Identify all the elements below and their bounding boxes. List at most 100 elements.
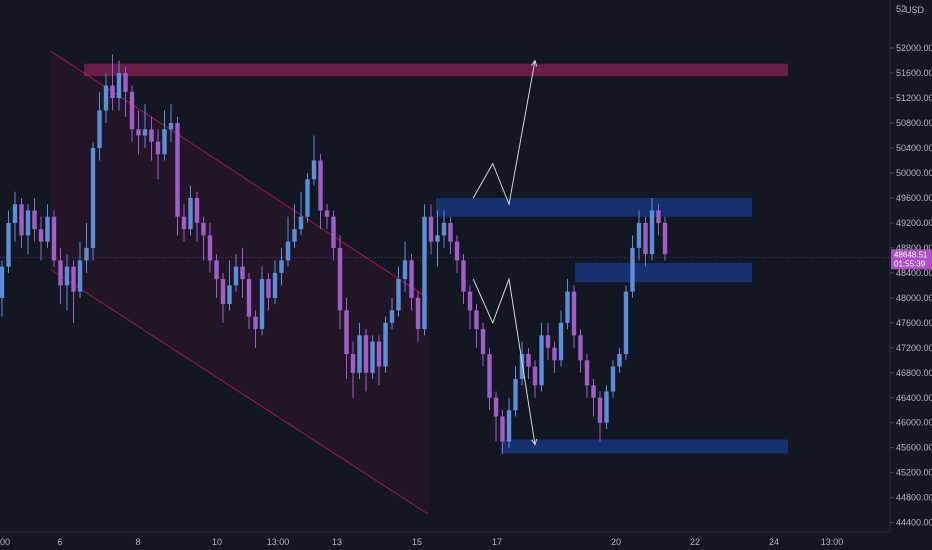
zone-supply[interactable] [436, 197, 752, 217]
zone-support[interactable] [575, 262, 752, 283]
candle-body [32, 210, 37, 230]
candle-body [285, 241, 291, 261]
candle [565, 279, 570, 330]
candle [571, 285, 577, 348]
candle-body [467, 291, 473, 311]
price-tick-label: 50000.00 [896, 168, 932, 178]
candle-body [344, 310, 349, 355]
candle [123, 66, 128, 117]
candle-body [97, 110, 102, 148]
candle [136, 110, 141, 155]
candle [64, 254, 70, 311]
price-tick-label: 47200.00 [896, 343, 932, 353]
candle-body [376, 341, 382, 367]
candle-body [402, 260, 408, 280]
candle [246, 272, 252, 330]
candle [370, 335, 375, 380]
candle-body [64, 266, 70, 286]
candle [350, 341, 356, 398]
candle [181, 204, 187, 242]
candle-body [435, 235, 440, 242]
time-tick-label: 24 [769, 537, 779, 547]
candle-body [220, 279, 226, 305]
candle-body [630, 247, 635, 292]
candle [51, 210, 57, 267]
candle [337, 235, 343, 330]
candle-body [162, 129, 167, 155]
price-tick-label: 47600.00 [896, 318, 932, 328]
candle [19, 197, 24, 248]
candle [610, 360, 616, 398]
candles-layer [0, 54, 668, 454]
projection-down-arrow[interactable] [472, 277, 536, 445]
zone-demand[interactable] [501, 439, 788, 454]
candle-body [461, 260, 466, 292]
candle [630, 235, 635, 298]
candle-body [454, 241, 460, 261]
candle [409, 254, 414, 311]
candle-body [25, 210, 31, 236]
candle [578, 329, 583, 373]
channel-lower-line[interactable] [50, 269, 429, 515]
candle [32, 197, 37, 242]
candle [272, 260, 278, 305]
candle-body [142, 129, 148, 136]
candle [649, 197, 655, 261]
projection-up-arrow[interactable] [472, 60, 536, 206]
time-scale[interactable]: 00 6 8 10 13:00 13 15 17 20 22 24 13:00 [0, 531, 890, 547]
time-tick-label: 10 [212, 537, 222, 547]
projection-down-arrow-head [531, 438, 538, 446]
candle [487, 347, 492, 411]
candle [285, 216, 291, 267]
candle [305, 172, 310, 223]
candle [428, 204, 434, 255]
candle [12, 191, 18, 242]
candle-body [363, 335, 369, 373]
zone-resistance[interactable] [84, 63, 788, 77]
price-scale[interactable]: 52 USD 52000.00 51600.00 51200.00 50800.00 5… [889, 0, 932, 532]
candle [500, 410, 505, 454]
candle-body [545, 335, 551, 348]
candle-body [662, 222, 668, 255]
candle-body [396, 279, 401, 311]
price-tick-label: 45200.00 [896, 468, 932, 478]
candle [662, 216, 668, 261]
candle-body [623, 291, 629, 355]
candle [116, 60, 122, 111]
candle [454, 235, 460, 273]
candle-countdown: 01:55:39 [894, 259, 926, 268]
candle-body [45, 216, 50, 242]
candle-body [6, 222, 11, 267]
candle-body [129, 91, 135, 130]
candle-body [292, 229, 297, 242]
candle [194, 191, 200, 242]
candle [363, 329, 369, 392]
candle-body [311, 160, 317, 180]
candle [617, 347, 622, 373]
price-tick-label: 44800.00 [896, 493, 932, 503]
currency-label[interactable]: USD [905, 5, 925, 15]
candle [227, 260, 232, 311]
candle [344, 297, 349, 380]
candle [149, 116, 154, 161]
candle-body [493, 397, 499, 417]
candle [461, 254, 466, 305]
candle-body [207, 235, 213, 261]
time-tick-label: 00 [0, 537, 10, 547]
current-price-tag: 48648.51 01:55:39 [0, 249, 932, 270]
candle-body [370, 341, 375, 373]
candle [97, 91, 102, 161]
price-tick-label: 49200.00 [896, 218, 932, 228]
candle-body [136, 129, 141, 136]
candle-body [305, 179, 310, 217]
candle-body [155, 141, 161, 155]
candle-body [227, 285, 232, 305]
candle-body [474, 310, 479, 330]
candle-body [636, 222, 642, 248]
candle-body [656, 210, 661, 223]
candle [188, 185, 193, 236]
candle [6, 210, 11, 273]
candle-body [51, 216, 57, 261]
